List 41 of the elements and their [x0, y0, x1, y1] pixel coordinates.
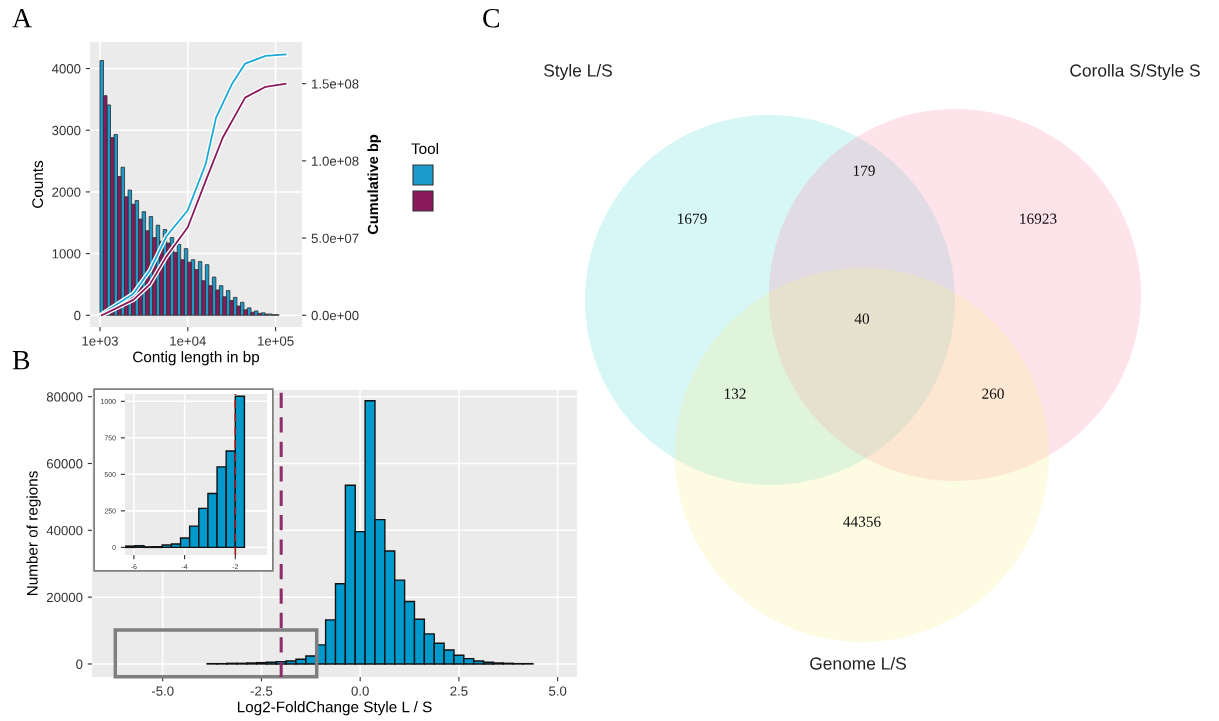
x-tick-label: 5.0 [549, 686, 567, 696]
text: 179 [853, 165, 875, 176]
y-tick-label: 20000 [46, 592, 83, 603]
y-tick-label: 80000 [46, 392, 83, 402]
x-tick-label: -5.0 [151, 686, 174, 696]
y-tick-label: 2000 [52, 187, 81, 197]
x-tick-label: 2.5 [450, 686, 468, 696]
legend-title: Tool [411, 142, 438, 155]
chart-title: B [12, 351, 30, 370]
y-tick-label: 3000 [52, 125, 81, 136]
y-tick-label: 4000 [51, 64, 81, 74]
y-tick-label: 0 [74, 310, 81, 321]
y2-axis-title: Cumulative bp [367, 134, 382, 235]
x-axis-title: Log2-FoldChange Style L / S [237, 701, 432, 716]
x-tick-label: 1e+04 [170, 336, 206, 346]
text: 260 [982, 388, 1004, 399]
text: 44356 [843, 516, 881, 527]
text: Genome L/S [810, 656, 906, 670]
y-tick-label: 40000 [46, 525, 83, 536]
x-tick-label: -2.5 [250, 686, 273, 696]
y2-tick-label: 1.0e+08 [312, 156, 359, 166]
y2-tick-label: 1.5e+08 [312, 79, 359, 89]
text: Style L/S [544, 63, 612, 81]
y-axis-title: Number of regions [26, 471, 41, 596]
x-tick-label: 1e+05 [258, 336, 294, 346]
y-axis-title: Counts [32, 160, 44, 208]
text: Corolla S/Style S [1070, 63, 1200, 81]
text: 132 [724, 388, 746, 399]
y2-tick-label: 5.0e+07 [311, 233, 359, 243]
x-axis-title: Contig length in bp [133, 351, 260, 366]
text: 1679 [678, 213, 707, 224]
x-tick-label: 1e+03 [82, 336, 118, 346]
y-tick-label: 60000 [46, 459, 83, 469]
text: 16923 [1020, 213, 1057, 224]
chart-title: A [12, 8, 32, 28]
x-tick-label: 0.0 [351, 686, 369, 696]
text: C [483, 8, 499, 28]
y-tick-label: 1000 [52, 249, 81, 259]
text: 40 [854, 313, 870, 324]
y-tick-label: 0 [76, 659, 83, 669]
y2-tick-label: 0.0e+00 [311, 310, 359, 321]
